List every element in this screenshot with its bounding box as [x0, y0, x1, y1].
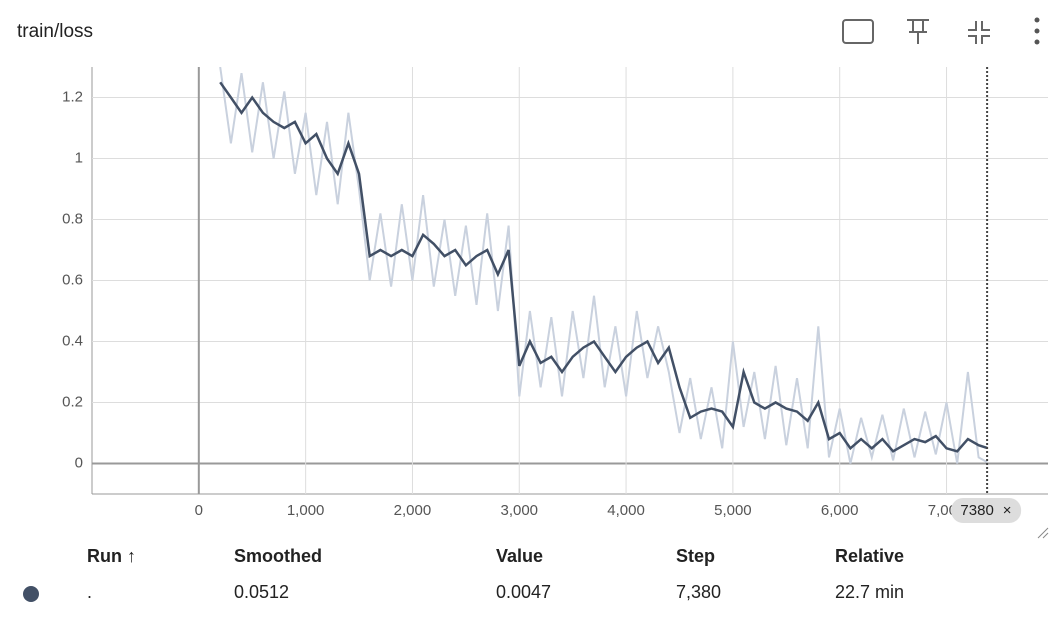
card-title: train/loss: [17, 21, 93, 42]
table-cell: 22.7 min: [835, 582, 904, 602]
x-tick-label: 2,000: [394, 502, 432, 519]
run-color: [23, 586, 39, 602]
resize-handle[interactable]: [1037, 527, 1049, 539]
x-tick-label: 4,000: [607, 502, 645, 519]
x-tick-label: 5,000: [714, 502, 752, 519]
column-header: Step: [676, 546, 715, 566]
y-tick-label: 1.2: [62, 88, 83, 105]
cursor-badge: [951, 498, 1022, 523]
table-cell: .: [87, 582, 92, 602]
table-cell: 7,380: [676, 582, 721, 602]
y-tick-label: 0.8: [62, 210, 83, 227]
table-cell: 0.0047: [496, 582, 551, 602]
cursor-label: 7380: [960, 502, 993, 519]
x-tick-label: 6,000: [821, 502, 859, 519]
toolbar: [842, 19, 990, 44]
x-tick-label: 0: [195, 502, 203, 519]
line-series: [219, 81, 988, 453]
table-cell: 0.0512: [234, 582, 289, 602]
fit-button[interactable]: [842, 19, 874, 44]
collapse-button[interactable]: [968, 21, 990, 44]
y-tick-label: 1: [75, 149, 83, 166]
column-header: Value: [496, 546, 543, 566]
x-tick-label: 1,000: [287, 502, 325, 519]
cursor-close[interactable]: ×: [1003, 502, 1012, 519]
column-header: Run ↑: [87, 546, 136, 566]
line-series: [219, 67, 988, 464]
column-header: Smoothed: [234, 546, 322, 566]
menu-button[interactable]: [1034, 17, 1040, 45]
y-tick-label: 0: [75, 454, 83, 471]
y-tick-label: 0.4: [62, 332, 83, 349]
pin-button[interactable]: [907, 19, 929, 44]
plot: [92, 67, 1048, 494]
x-tick-label: 3,000: [500, 502, 538, 519]
y-tick-label: 0.6: [62, 271, 83, 288]
column-header: Relative: [835, 546, 904, 566]
y-tick-label: 0.2: [62, 393, 83, 410]
